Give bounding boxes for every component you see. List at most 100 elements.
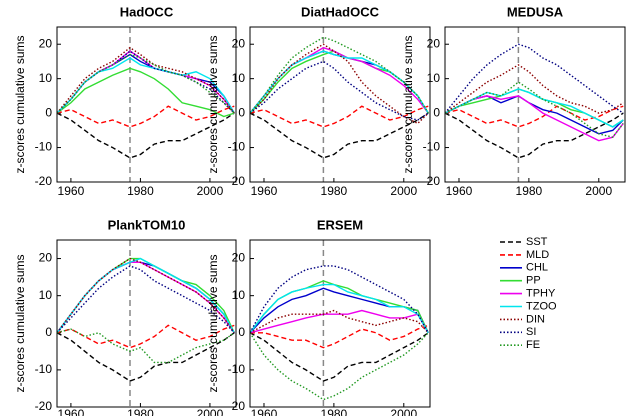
series-line [250,332,429,401]
series-line [445,88,624,128]
series-line [250,36,429,114]
series-line [250,309,429,334]
y-tick-label: 0 [45,325,52,339]
panel-title: ERSEM [317,217,363,232]
panel-title: PlankTOM10 [108,217,186,232]
legend-label: TPHY [526,288,556,300]
y-axis-label: z-scores cumulative sums [401,35,415,173]
x-tick-label: 1980 [127,407,154,416]
plot-area [250,27,429,182]
y-tick-label: -20 [228,174,246,188]
series-line [57,46,235,114]
series-line [445,81,624,139]
series-line [57,328,235,364]
x-tick-label: 2000 [197,184,224,198]
legend-label: TZOO [526,300,557,312]
panel-title: MEDUSA [507,4,564,19]
series-line [250,332,429,382]
y-tick-label: 0 [238,105,245,119]
legend-label: MLD [526,249,549,261]
y-tick-label: 10 [39,71,53,85]
plot-area [250,240,429,407]
series-line [57,265,235,334]
panel-title: HadOCC [120,4,174,19]
y-tick-label: -20 [423,174,441,188]
panel: DiatHadOCC z-scores cumulative sums -20 -10… [206,4,431,198]
y-tick-label: 20 [232,36,246,50]
y-tick-label: -10 [228,362,246,376]
legend-label: CHL [526,262,548,274]
series-line [250,105,429,128]
x-tick-label: 2000 [585,184,612,198]
y-tick-label: 10 [427,71,441,85]
series-line [250,60,429,121]
series-line [250,309,429,334]
series-line [445,105,624,128]
y-axis-label: z-scores cumulative sums [206,35,220,173]
y-tick-label: 20 [39,36,53,50]
legend-label: DIN [526,313,545,325]
y-tick-label: -10 [228,140,246,154]
y-tick-label: -20 [35,174,53,188]
axes-frame [56,26,237,183]
y-axis-label: z-scores cumulative sums [206,254,220,392]
series-line [250,265,429,334]
y-axis-label: z-scores cumulative sums [13,254,27,392]
plot-area [57,27,235,182]
plot-area [57,240,235,407]
x-tick-label: 1960 [251,184,278,198]
x-tick-label: 2000 [390,184,417,198]
y-tick-label: 10 [39,288,53,302]
y-tick-label: 0 [433,105,440,119]
y-tick-label: 20 [232,251,246,265]
series-line [57,112,235,159]
series-line [57,324,235,349]
y-tick-label: 20 [427,36,441,50]
series-line [57,257,235,334]
y-axis-label: z-scores cumulative sums [13,35,27,173]
axes-frame [56,239,237,408]
panel: MEDUSA z-scores cumulative sums -20 -10 0 10 2… [401,4,626,198]
legend-label: FE [526,339,540,351]
x-tick-label: 1960 [58,407,85,416]
y-tick-label: -20 [228,399,246,413]
panel: PlankTOM10 z-scores cumulative sums -20 -10… [13,217,237,416]
series-line [57,332,235,382]
panel: ERSEM z-scores cumulative sums -20 -10 0 10 20… [206,217,431,416]
series-line [250,283,429,334]
y-tick-label: -10 [423,140,441,154]
x-tick-label: 1960 [251,407,278,416]
axes-frame [444,26,626,183]
y-tick-label: 0 [45,105,52,119]
y-tick-label: -10 [35,140,53,154]
x-tick-label: 1980 [321,407,348,416]
series-line [250,112,429,159]
x-tick-label: 2000 [390,407,417,416]
panel-title: DiatHadOCC [301,4,380,19]
y-tick-label: 10 [232,71,246,85]
x-tick-label: 1980 [516,184,543,198]
series-line [445,112,624,159]
axes-frame [249,239,431,408]
series-line [250,43,429,125]
y-tick-label: -20 [35,399,53,413]
x-tick-label: 1980 [321,184,348,198]
legend-label: PP [526,275,541,287]
legend-label: SST [526,236,548,248]
series-line [57,67,235,118]
x-tick-label: 1980 [127,184,154,198]
legend-label: SI [526,326,536,338]
x-tick-label: 1960 [446,184,473,198]
y-tick-label: 20 [39,251,53,265]
series-line [57,105,235,128]
y-tick-label: -10 [35,362,53,376]
x-tick-label: 1960 [58,184,85,198]
x-tick-label: 2000 [197,407,224,416]
series-line [57,57,235,114]
panel: HadOCC z-scores cumulative sums -20 -10 0 10 2… [13,4,237,198]
y-tick-label: 0 [238,325,245,339]
series-line [250,324,429,349]
plot-area [445,27,624,182]
